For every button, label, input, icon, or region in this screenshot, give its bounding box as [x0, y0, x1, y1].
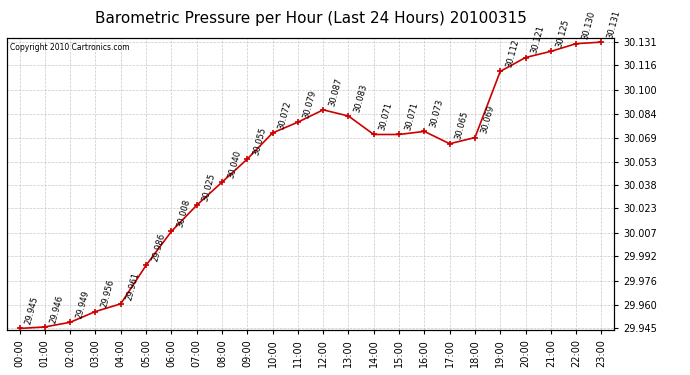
Text: 30.069: 30.069 — [479, 104, 495, 135]
Text: 30.131: 30.131 — [606, 9, 622, 39]
Text: 29.961: 29.961 — [125, 271, 141, 301]
Text: 30.072: 30.072 — [277, 100, 293, 130]
Text: 30.025: 30.025 — [201, 172, 217, 202]
Text: 29.986: 29.986 — [150, 232, 166, 262]
Text: 29.945: 29.945 — [23, 296, 40, 326]
Text: 30.071: 30.071 — [403, 101, 420, 132]
Text: 30.112: 30.112 — [504, 38, 521, 69]
Text: 30.130: 30.130 — [580, 10, 597, 41]
Text: 30.121: 30.121 — [530, 24, 546, 55]
Text: Copyright 2010 Cartronics.com: Copyright 2010 Cartronics.com — [10, 44, 130, 52]
Text: 30.055: 30.055 — [251, 126, 268, 156]
Text: 30.083: 30.083 — [353, 82, 369, 113]
Text: 30.071: 30.071 — [378, 101, 394, 132]
Text: 30.008: 30.008 — [175, 198, 192, 229]
Text: 30.125: 30.125 — [555, 18, 571, 49]
Text: Barometric Pressure per Hour (Last 24 Hours) 20100315: Barometric Pressure per Hour (Last 24 Ho… — [95, 11, 526, 26]
Text: 29.949: 29.949 — [75, 289, 90, 320]
Text: 30.079: 30.079 — [302, 89, 318, 119]
Text: 30.087: 30.087 — [327, 76, 344, 107]
Text: 30.065: 30.065 — [454, 111, 470, 141]
Text: 30.040: 30.040 — [226, 149, 242, 179]
Text: 30.073: 30.073 — [428, 98, 445, 129]
Text: 29.946: 29.946 — [49, 294, 66, 324]
Text: 29.956: 29.956 — [99, 278, 116, 309]
